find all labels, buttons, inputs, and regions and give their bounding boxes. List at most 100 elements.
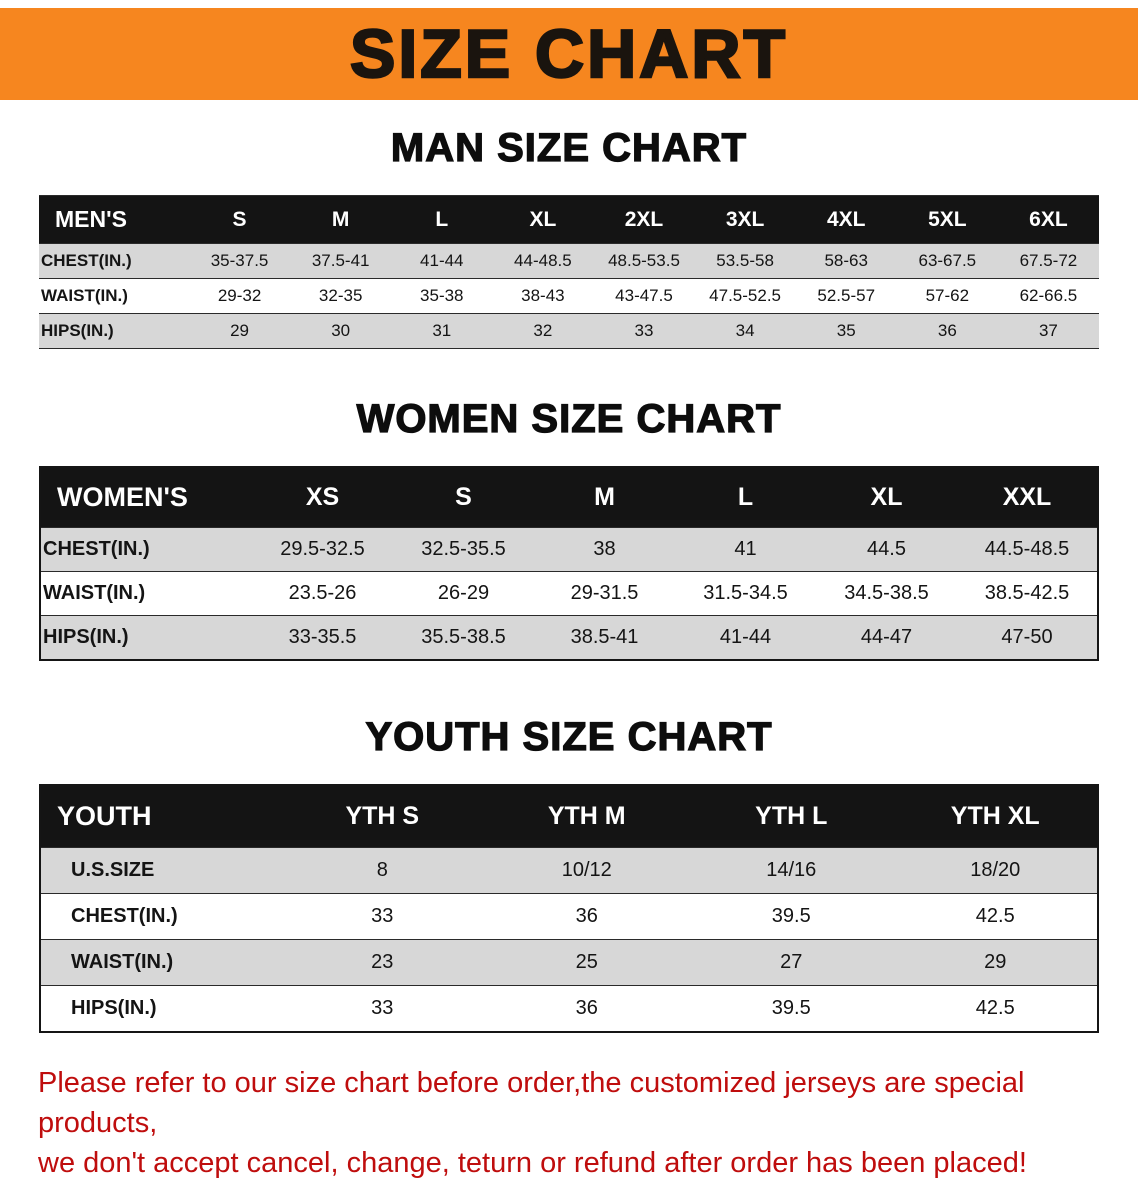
- size-value-cell: 52.5-57: [795, 278, 897, 314]
- size-value-cell: 14/16: [689, 847, 894, 894]
- table-row: HIPS(IN.) 33-35.5 35.5-38.5 38.5-41 41-44 44-…: [40, 615, 1098, 661]
- row-label: CHEST(IN.): [39, 243, 189, 279]
- size-value-cell: 37.5-41: [290, 243, 392, 279]
- size-value-cell: 34: [694, 313, 796, 349]
- size-value-cell: 44.5: [816, 527, 957, 572]
- size-value-cell: 41-44: [675, 615, 816, 661]
- size-value-cell: 41-44: [391, 243, 493, 279]
- section-youth: YOUTH SIZE CHART YOUTH YTH S YTH M YTH L YTH…: [0, 714, 1138, 1033]
- size-value-cell: 43-47.5: [593, 278, 695, 314]
- size-value-cell: 23.5-26: [252, 571, 393, 616]
- size-value-cell: 33-35.5: [252, 615, 393, 661]
- table-row: WAIST(IN.) 23 25 27 29: [40, 939, 1098, 986]
- size-column-header: YTH M: [484, 784, 689, 848]
- size-value-cell: 62-66.5: [997, 278, 1099, 314]
- size-value-cell: 33: [280, 985, 485, 1033]
- size-value-cell: 18/20: [893, 847, 1098, 894]
- size-value-cell: 57-62: [896, 278, 998, 314]
- size-column-header: XL: [816, 466, 957, 528]
- size-value-cell: 39.5: [689, 893, 894, 940]
- size-value-cell: 34.5-38.5: [816, 571, 957, 616]
- size-value-cell: 33: [280, 893, 485, 940]
- size-value-cell: 47.5-52.5: [694, 278, 796, 314]
- size-value-cell: 29-31.5: [534, 571, 675, 616]
- size-value-cell: 27: [689, 939, 894, 986]
- row-label: WAIST(IN.): [40, 939, 280, 986]
- size-value-cell: 23: [280, 939, 485, 986]
- table-header-row: YOUTH YTH S YTH M YTH L YTH XL: [40, 784, 1098, 848]
- size-value-cell: 10/12: [484, 847, 689, 894]
- size-column-header: 2XL: [593, 195, 695, 244]
- women-size-table: WOMEN'S XS S M L XL XXL CHEST(IN.) 29.5-32.5 32.…: [39, 466, 1099, 661]
- size-value-cell: 29-32: [189, 278, 291, 314]
- size-column-header: L: [391, 195, 493, 244]
- size-value-cell: 35-37.5: [189, 243, 291, 279]
- row-label: CHEST(IN.): [40, 527, 252, 572]
- size-value-cell: 26-29: [393, 571, 534, 616]
- size-value-cell: 37: [997, 313, 1099, 349]
- size-value-cell: 31: [391, 313, 493, 349]
- table-row: WAIST(IN.) 23.5-26 26-29 29-31.5 31.5-34.5 34…: [40, 571, 1098, 616]
- size-value-cell: 38.5-42.5: [957, 571, 1098, 616]
- men-table-head: MEN'S S M L XL 2XL 3XL 4XL 5XL 6XL: [39, 195, 1099, 244]
- banner: SIZE CHART: [0, 8, 1138, 100]
- size-column-header: YTH XL: [893, 784, 1098, 848]
- size-column-header: L: [675, 466, 816, 528]
- men-table-body: CHEST(IN.) 35-37.5 37.5-41 41-44 44-48.5 48.5…: [39, 243, 1099, 349]
- row-label: WAIST(IN.): [40, 571, 252, 616]
- table-corner-label: YOUTH: [40, 784, 280, 848]
- table-corner-label: WOMEN'S: [40, 466, 252, 528]
- size-value-cell: 33: [593, 313, 695, 349]
- size-column-header: YTH S: [280, 784, 485, 848]
- size-value-cell: 42.5: [893, 985, 1098, 1033]
- size-chart-page: SIZE CHART MAN SIZE CHART MEN'S S M L XL 2XL 3…: [0, 8, 1138, 1183]
- size-value-cell: 29: [893, 939, 1098, 986]
- men-size-table: MEN'S S M L XL 2XL 3XL 4XL 5XL 6XL CHEST(IN.) 35-3…: [39, 195, 1099, 349]
- banner-title: SIZE CHART: [349, 15, 788, 94]
- women-section-heading: WOMEN SIZE CHART: [356, 396, 782, 441]
- men-section-heading: MAN SIZE CHART: [390, 125, 748, 170]
- size-column-header: S: [393, 466, 534, 528]
- table-corner-label: MEN'S: [39, 195, 189, 244]
- youth-table-body: U.S.SIZE 8 10/12 14/16 18/20 CHEST(IN.) 33 36 39…: [40, 847, 1098, 1033]
- size-value-cell: 32: [492, 313, 594, 349]
- size-value-cell: 48.5-53.5: [593, 243, 695, 279]
- size-column-header: 4XL: [795, 195, 897, 244]
- size-value-cell: 42.5: [893, 893, 1098, 940]
- size-column-header: M: [534, 466, 675, 528]
- size-value-cell: 35-38: [391, 278, 493, 314]
- youth-table-head: YOUTH YTH S YTH M YTH L YTH XL: [40, 784, 1098, 848]
- size-value-cell: 36: [484, 985, 689, 1033]
- row-label: WAIST(IN.): [39, 278, 189, 314]
- size-column-header: XS: [252, 466, 393, 528]
- section-men: MAN SIZE CHART MEN'S S M L XL 2XL 3XL 4XL 5XL 6XL…: [0, 125, 1138, 349]
- table-header-row: WOMEN'S XS S M L XL XXL: [40, 466, 1098, 528]
- size-value-cell: 31.5-34.5: [675, 571, 816, 616]
- size-value-cell: 44-47: [816, 615, 957, 661]
- size-column-header: 5XL: [896, 195, 998, 244]
- size-value-cell: 53.5-58: [694, 243, 796, 279]
- size-value-cell: 29: [189, 313, 291, 349]
- size-value-cell: 25: [484, 939, 689, 986]
- size-value-cell: 32.5-35.5: [393, 527, 534, 572]
- size-value-cell: 38-43: [492, 278, 594, 314]
- size-value-cell: 44-48.5: [492, 243, 594, 279]
- size-value-cell: 38: [534, 527, 675, 572]
- youth-section-heading: YOUTH SIZE CHART: [365, 714, 773, 759]
- size-column-header: YTH L: [689, 784, 894, 848]
- table-row: WAIST(IN.) 29-32 32-35 35-38 38-43 43-47.5 47.…: [39, 278, 1099, 314]
- size-column-header: M: [290, 195, 392, 244]
- table-row: HIPS(IN.) 29 30 31 32 33 34 35 36 37: [39, 313, 1099, 349]
- size-value-cell: 38.5-41: [534, 615, 675, 661]
- youth-size-table: YOUTH YTH S YTH M YTH L YTH XL U.S.SIZE 8 10/1…: [39, 784, 1099, 1033]
- size-value-cell: 44.5-48.5: [957, 527, 1098, 572]
- notice-line-2: we don't accept cancel, change, teturn o…: [38, 1147, 1027, 1180]
- size-value-cell: 35: [795, 313, 897, 349]
- notice-line-1: Please refer to our size chart before or…: [38, 1067, 1025, 1140]
- row-label: CHEST(IN.): [40, 893, 280, 940]
- size-value-cell: 58-63: [795, 243, 897, 279]
- size-value-cell: 32-35: [290, 278, 392, 314]
- table-header-row: MEN'S S M L XL 2XL 3XL 4XL 5XL 6XL: [39, 195, 1099, 244]
- size-value-cell: 39.5: [689, 985, 894, 1033]
- size-column-header: S: [189, 195, 291, 244]
